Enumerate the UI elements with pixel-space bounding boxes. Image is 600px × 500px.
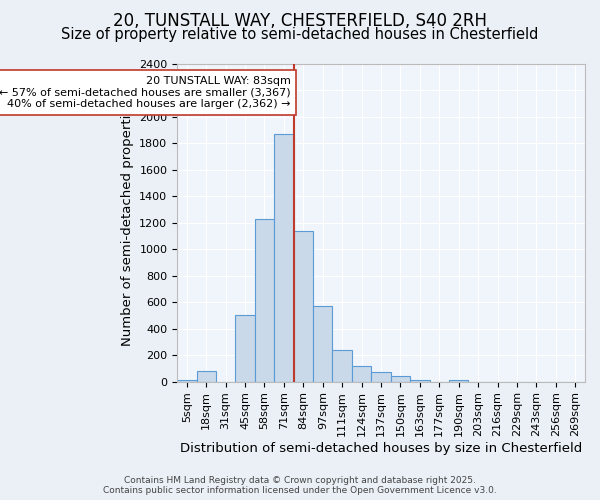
Bar: [391, 376, 410, 382]
Text: Size of property relative to semi-detached houses in Chesterfield: Size of property relative to semi-detach…: [61, 28, 539, 42]
Bar: [371, 372, 391, 382]
Bar: [352, 366, 371, 382]
Bar: [449, 380, 469, 382]
Bar: [197, 371, 216, 382]
X-axis label: Distribution of semi-detached houses by size in Chesterfield: Distribution of semi-detached houses by …: [180, 442, 582, 455]
Bar: [235, 316, 255, 382]
Bar: [332, 350, 352, 382]
Text: 20 TUNSTALL WAY: 83sqm
← 57% of semi-detached houses are smaller (3,367)
40% of : 20 TUNSTALL WAY: 83sqm ← 57% of semi-det…: [0, 76, 291, 109]
Text: Contains HM Land Registry data © Crown copyright and database right 2025.
Contai: Contains HM Land Registry data © Crown c…: [103, 476, 497, 495]
Bar: [274, 134, 293, 382]
Bar: [293, 230, 313, 382]
Y-axis label: Number of semi-detached properties: Number of semi-detached properties: [121, 100, 134, 346]
Bar: [177, 380, 197, 382]
Bar: [255, 219, 274, 382]
Text: 20, TUNSTALL WAY, CHESTERFIELD, S40 2RH: 20, TUNSTALL WAY, CHESTERFIELD, S40 2RH: [113, 12, 487, 30]
Bar: [313, 306, 332, 382]
Bar: [410, 380, 430, 382]
